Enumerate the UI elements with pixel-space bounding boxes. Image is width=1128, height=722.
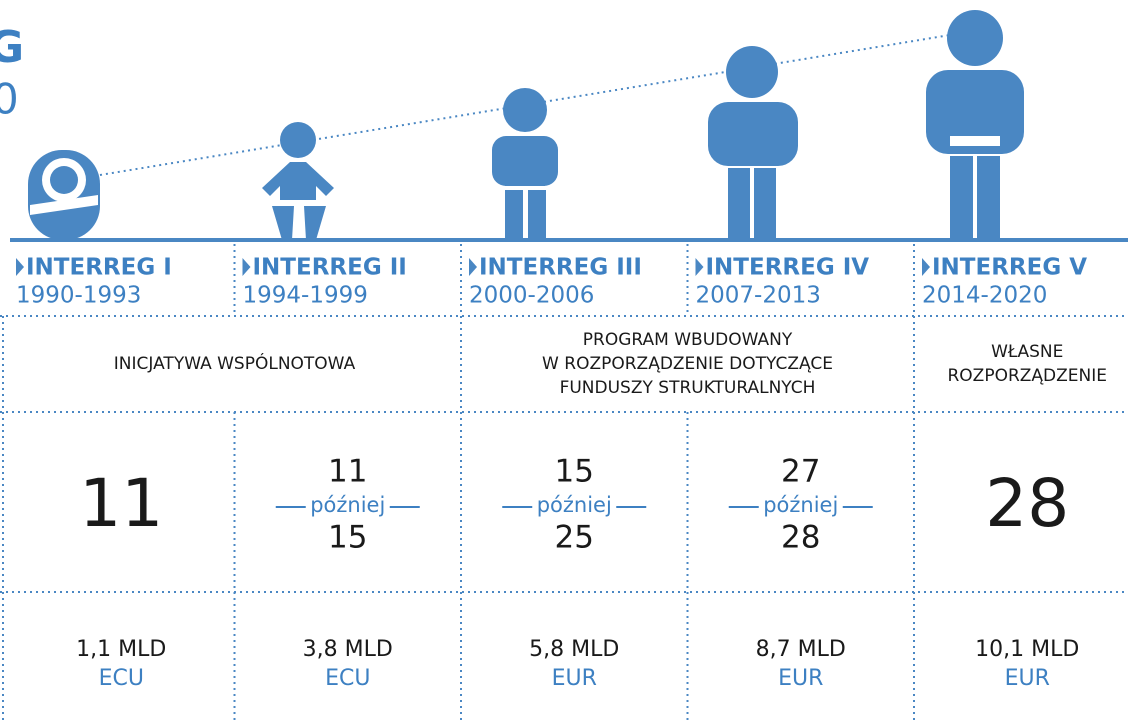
arrow-marker bbox=[242, 258, 251, 276]
legal-basis: INICJATYWA WSPÓLNOTOWA bbox=[114, 352, 356, 374]
period-years: 2014-2020 bbox=[922, 283, 1047, 309]
period-name: INTERREG V bbox=[932, 255, 1087, 281]
currency: ECU bbox=[325, 666, 370, 691]
title-fragment: 0 bbox=[0, 75, 19, 124]
toddler-icon bbox=[262, 122, 334, 240]
period-years: 1990-1993 bbox=[16, 283, 141, 309]
currency: ECU bbox=[99, 666, 144, 691]
child-icon bbox=[492, 88, 558, 240]
legal-basis: PROGRAM WBUDOWANY bbox=[583, 330, 793, 350]
member-count: 11 bbox=[79, 465, 163, 542]
later-label: później bbox=[310, 493, 385, 517]
currency: EUR bbox=[552, 666, 597, 691]
arrow-marker bbox=[16, 258, 24, 276]
member-count: 28 bbox=[985, 465, 1069, 542]
period-years: 1994-1999 bbox=[243, 283, 368, 309]
budget: 8,7 MLD bbox=[756, 637, 846, 662]
later-label: później bbox=[763, 493, 838, 517]
member-count-second: 15 bbox=[328, 520, 367, 556]
teen-icon bbox=[708, 46, 798, 240]
legal-basis: WŁASNE bbox=[991, 342, 1063, 362]
member-count-first: 27 bbox=[781, 454, 820, 490]
period-years: 2007-2013 bbox=[696, 283, 821, 309]
member-count-second: 28 bbox=[781, 520, 820, 556]
period-name: INTERREG I bbox=[26, 255, 172, 281]
period-years: 2000-2006 bbox=[469, 283, 594, 309]
arrow-marker bbox=[922, 258, 930, 276]
timeline-bar bbox=[10, 238, 1128, 242]
member-count-first: 15 bbox=[555, 454, 594, 490]
period-name: INTERREG IV bbox=[706, 255, 870, 281]
arrow-marker bbox=[469, 258, 477, 276]
budget: 3,8 MLD bbox=[303, 637, 393, 662]
icons bbox=[28, 10, 1024, 240]
table-grid bbox=[0, 315, 1128, 722]
budget: 10,1 MLD bbox=[975, 637, 1079, 662]
period-name: INTERREG II bbox=[253, 255, 407, 281]
period-name: INTERREG III bbox=[479, 255, 642, 281]
budget: 5,8 MLD bbox=[529, 637, 619, 662]
currency: EUR bbox=[1005, 666, 1050, 691]
adult-icon bbox=[926, 10, 1024, 240]
currency: EUR bbox=[778, 666, 823, 691]
legal-basis: ROZPORZĄDZENIE bbox=[947, 366, 1107, 386]
arrow-marker bbox=[695, 258, 704, 276]
member-count-second: 25 bbox=[555, 520, 594, 556]
title-fragment: G bbox=[0, 22, 24, 73]
budget: 1,1 MLD bbox=[76, 637, 166, 662]
legal-basis: W ROZPORZĄDZENIE DOTYCZĄCE bbox=[542, 354, 833, 374]
later-label: później bbox=[537, 493, 612, 517]
member-count-first: 11 bbox=[328, 454, 367, 490]
legal-basis: FUNDUSZY STRUKTURALNYCH bbox=[560, 378, 816, 398]
baby-icon bbox=[28, 150, 100, 240]
